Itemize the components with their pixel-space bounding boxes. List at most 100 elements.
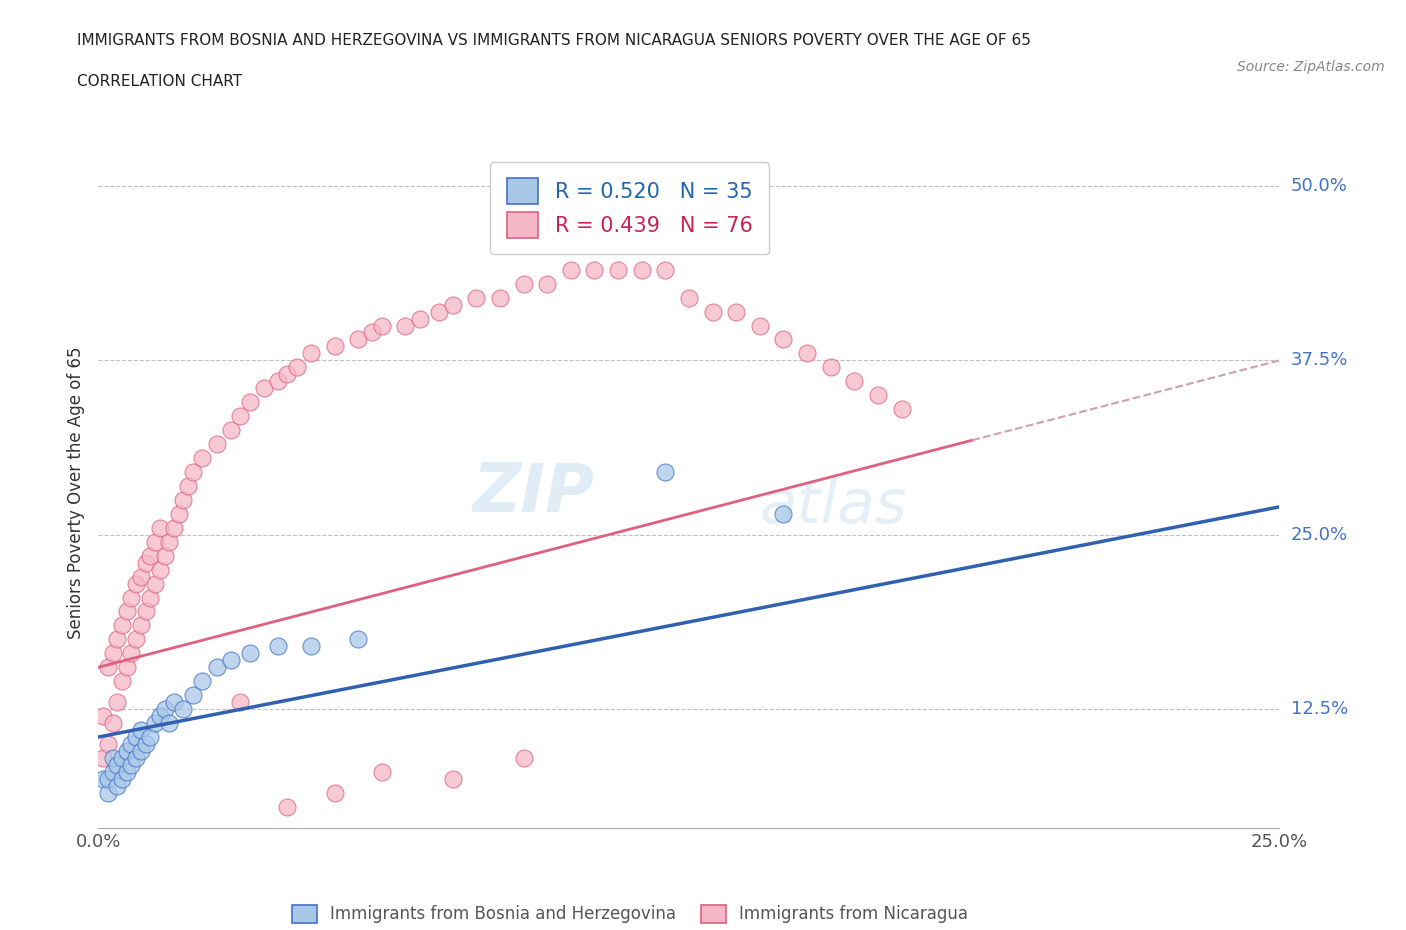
Text: 37.5%: 37.5%: [1291, 352, 1348, 369]
Point: [441, 298, 464, 312]
Point: [239, 646, 262, 661]
Point: [101, 716, 124, 731]
Point: [135, 737, 157, 751]
Point: [465, 290, 488, 305]
Point: [125, 632, 148, 647]
Point: [394, 318, 416, 333]
Point: [323, 339, 346, 354]
Point: [149, 709, 172, 724]
Point: [725, 304, 748, 319]
Text: IMMIGRANTS FROM BOSNIA AND HERZEGOVINA VS IMMIGRANTS FROM NICARAGUA SENIORS POVE: IMMIGRANTS FROM BOSNIA AND HERZEGOVINA V…: [77, 33, 1031, 47]
Text: CORRELATION CHART: CORRELATION CHART: [77, 74, 242, 89]
Point: [143, 716, 166, 731]
Point: [219, 423, 242, 438]
Point: [105, 695, 128, 710]
Point: [512, 751, 534, 765]
Point: [347, 632, 370, 647]
Point: [101, 646, 124, 661]
Point: [129, 744, 152, 759]
Point: [139, 549, 162, 564]
Point: [149, 521, 172, 536]
Point: [276, 367, 298, 382]
Point: [101, 764, 124, 779]
Point: [607, 262, 630, 277]
Point: [347, 332, 370, 347]
Point: [219, 653, 242, 668]
Point: [163, 695, 186, 710]
Point: [772, 507, 794, 522]
Point: [772, 332, 794, 347]
Text: atlas: atlas: [759, 477, 908, 536]
Point: [163, 521, 186, 536]
Point: [654, 465, 676, 480]
Point: [489, 290, 512, 305]
Point: [115, 660, 138, 675]
Point: [101, 751, 124, 765]
Point: [678, 290, 700, 305]
Point: [408, 312, 430, 326]
Point: [91, 751, 114, 765]
Point: [97, 660, 120, 675]
Point: [111, 618, 134, 633]
Point: [702, 304, 724, 319]
Point: [97, 737, 120, 751]
Point: [129, 723, 152, 737]
Point: [115, 744, 138, 759]
Point: [135, 604, 157, 619]
Point: [157, 535, 180, 550]
Point: [890, 402, 912, 417]
Point: [115, 604, 138, 619]
Point: [111, 674, 134, 689]
Point: [172, 702, 194, 717]
Point: [748, 318, 770, 333]
Point: [427, 304, 450, 319]
Text: 12.5%: 12.5%: [1291, 700, 1348, 718]
Point: [153, 702, 176, 717]
Point: [441, 772, 464, 787]
Point: [97, 772, 120, 787]
Text: 50.0%: 50.0%: [1291, 177, 1347, 195]
Point: [157, 716, 180, 731]
Point: [285, 360, 308, 375]
Point: [560, 262, 582, 277]
Point: [105, 757, 128, 772]
Point: [115, 764, 138, 779]
Point: [205, 660, 228, 675]
Point: [181, 465, 204, 480]
Point: [371, 764, 394, 779]
Point: [167, 507, 190, 522]
Point: [654, 262, 676, 277]
Point: [121, 737, 143, 751]
Point: [91, 772, 114, 787]
Point: [91, 709, 114, 724]
Point: [583, 262, 606, 277]
Point: [143, 535, 166, 550]
Point: [229, 409, 252, 424]
Point: [153, 549, 176, 564]
Point: [276, 800, 298, 815]
Point: [111, 751, 134, 765]
Legend: Immigrants from Bosnia and Herzegovina, Immigrants from Nicaragua: Immigrants from Bosnia and Herzegovina, …: [283, 897, 977, 930]
Point: [239, 395, 262, 410]
Point: [105, 778, 128, 793]
Point: [267, 374, 290, 389]
Point: [121, 757, 143, 772]
Point: [299, 346, 322, 361]
Point: [111, 772, 134, 787]
Point: [149, 562, 172, 577]
Point: [191, 451, 214, 466]
Point: [323, 785, 346, 800]
Point: [125, 577, 148, 591]
Point: [139, 729, 162, 744]
Point: [105, 632, 128, 647]
Point: [143, 577, 166, 591]
Point: [361, 326, 384, 340]
Point: [512, 276, 534, 291]
Point: [371, 318, 394, 333]
Point: [129, 618, 152, 633]
Point: [177, 479, 200, 494]
Point: [191, 674, 214, 689]
Point: [97, 785, 120, 800]
Point: [205, 437, 228, 452]
Point: [253, 381, 276, 396]
